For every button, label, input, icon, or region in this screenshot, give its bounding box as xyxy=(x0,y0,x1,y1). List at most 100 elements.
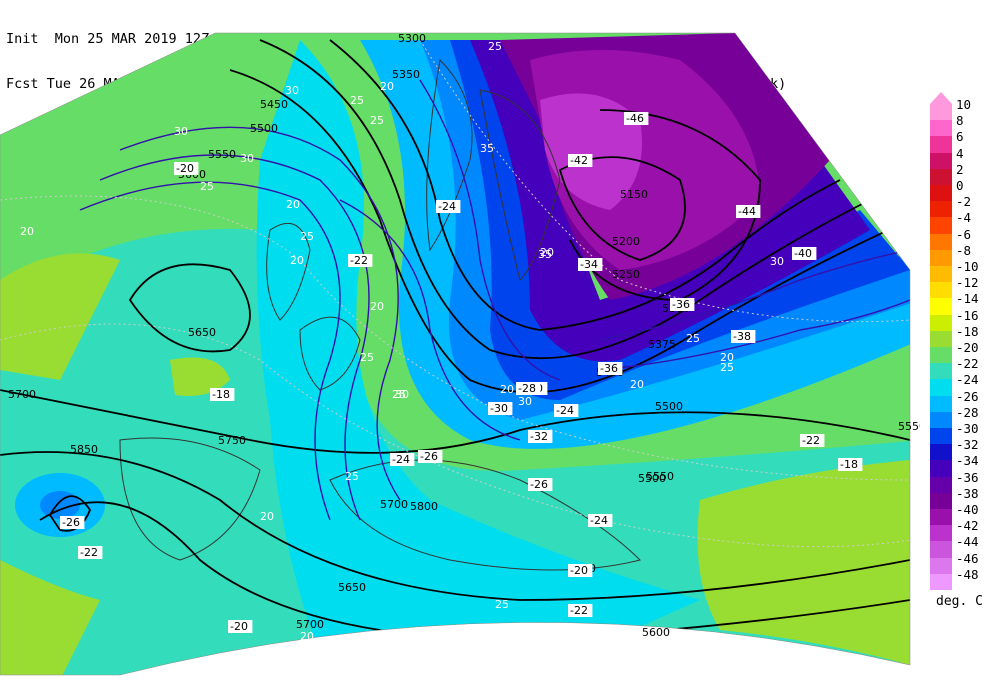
temperature-label-bg xyxy=(568,564,593,577)
wind-speed-label: 30 xyxy=(770,255,784,268)
temperature-label-bg xyxy=(528,430,553,443)
wind-speed-label: 25 xyxy=(350,94,364,107)
temperature-label-bg xyxy=(792,247,817,260)
temperature-label-bg xyxy=(568,154,593,167)
temperature-label: -26 xyxy=(420,450,438,463)
legend-swatch xyxy=(930,525,952,542)
legend-label: -14 xyxy=(956,291,979,307)
legend-swatch xyxy=(930,266,952,283)
legend-swatch xyxy=(930,460,952,478)
temperature-label: -40 xyxy=(794,247,812,260)
wind-speed-label: 20 xyxy=(290,254,304,267)
height-contour-label: 5500 xyxy=(655,400,683,413)
legend-swatch xyxy=(930,573,952,591)
wind-speed-label: 30 xyxy=(174,125,188,138)
legend-swatch xyxy=(930,104,952,121)
temp-dotted-contours xyxy=(0,39,910,548)
temperature-label: -36 xyxy=(672,298,690,311)
temperature-label-bg xyxy=(516,382,541,395)
legend-swatch xyxy=(930,217,952,235)
wind-speed-label: 25 xyxy=(488,40,502,53)
temperature-label: -22 xyxy=(350,254,368,267)
wind-speed-label: 25 xyxy=(360,351,374,364)
legend-label: -40 xyxy=(956,502,979,517)
legend-unit-label: deg. C xyxy=(936,594,983,609)
legend-label: 4 xyxy=(956,145,964,161)
temperature-label: -28 xyxy=(518,382,536,395)
legend-label: -48 xyxy=(956,566,979,582)
legend-swatch xyxy=(930,395,952,413)
height-contour-label: 5750 xyxy=(218,434,246,447)
temperature-label: -20 xyxy=(230,620,248,633)
legend-swatch xyxy=(930,136,952,154)
legend-label: -24 xyxy=(956,372,979,388)
height-contour-label: 5250 xyxy=(612,268,640,281)
temperature-label: -36 xyxy=(600,362,618,375)
wind-contours xyxy=(79,79,910,521)
temperature-label: -18 xyxy=(840,458,858,471)
height-contour-label: 5150 xyxy=(620,188,648,201)
wind-speed-label: 25 xyxy=(200,180,214,193)
wind-speed-label: 25 xyxy=(686,332,700,345)
height-contour-label: 5375 xyxy=(648,338,676,351)
temperature-label-bg xyxy=(800,434,825,447)
legend-label: -46 xyxy=(956,550,979,566)
temperature-label-bg xyxy=(838,458,863,471)
legend-swatch xyxy=(930,330,952,348)
legend-swatch xyxy=(930,411,952,429)
height-contour-label: 5500 xyxy=(638,472,666,485)
coastlines xyxy=(119,58,641,571)
legend-label: -2 xyxy=(956,194,972,210)
legend-label: -32 xyxy=(956,437,979,453)
height-contour-label: 5700 xyxy=(296,618,324,631)
temperature-label: -22 xyxy=(802,434,820,447)
temperature-label: -34 xyxy=(580,258,598,271)
wind-speed-label: 20 xyxy=(286,198,300,211)
legend-label: 0 xyxy=(956,178,964,193)
wind-speed-label: 30 xyxy=(395,388,409,401)
temperature-label: -22 xyxy=(80,546,98,559)
wind-speed-label: 30 xyxy=(240,152,254,165)
wind-speed-label: 25 xyxy=(345,470,359,483)
temperature-label-bg xyxy=(488,402,513,415)
legend-swatch xyxy=(930,492,952,510)
legend-label: 2 xyxy=(956,161,964,177)
legend-swatch xyxy=(930,201,952,218)
height-contour-label: 5550 xyxy=(646,470,674,483)
legend-swatch xyxy=(930,152,952,170)
temperature-label: -18 xyxy=(212,388,230,401)
temperature-label-bg xyxy=(554,404,579,417)
legend-swatch xyxy=(930,379,952,397)
temperature-label: -24 xyxy=(556,404,574,417)
color-legend: 10 8 6 4 2 0 -2 -4 -6 -8 -10 -12 -14 -16 -18 -20 -22 -24-… xyxy=(928,92,1000,652)
wind-speed-label: 25 xyxy=(392,388,406,401)
temp-band-minus22 xyxy=(0,228,910,675)
legend-swatch xyxy=(930,249,952,267)
height-contour-label: 5500 xyxy=(250,122,278,135)
temperature-label: -26 xyxy=(530,478,548,491)
legend-swatch xyxy=(930,557,952,575)
temp-band-minus18-east xyxy=(697,460,910,665)
temp-band-minus18-west xyxy=(0,253,120,380)
legend-top-arrow xyxy=(930,92,952,104)
wind-speed-label: 20 xyxy=(540,246,554,259)
wind-speed-label: 20 xyxy=(300,630,314,643)
height-contour-label: 5800 xyxy=(410,500,438,513)
legend-label: -4 xyxy=(956,210,972,226)
legend-swatch xyxy=(930,363,952,380)
wind-speed-label: 20 xyxy=(20,225,34,238)
legend-label: -36 xyxy=(956,469,979,485)
legend-swatch xyxy=(930,428,952,445)
temperature-label-bg xyxy=(731,330,756,343)
legend-label: -44 xyxy=(956,534,979,550)
legend-label: 10 xyxy=(956,97,972,112)
height-contour-label: 5550 xyxy=(208,148,236,161)
temperature-label-bg xyxy=(390,453,415,466)
temperature-label-bg xyxy=(174,162,199,175)
wind-speed-label: 25 xyxy=(370,114,384,127)
legend-label: -42 xyxy=(956,518,979,534)
temp-cold-core-inner xyxy=(40,491,80,519)
temperature-label-bg xyxy=(588,514,613,527)
temperature-label: -30 xyxy=(490,402,508,415)
legend-swatch xyxy=(930,476,952,494)
